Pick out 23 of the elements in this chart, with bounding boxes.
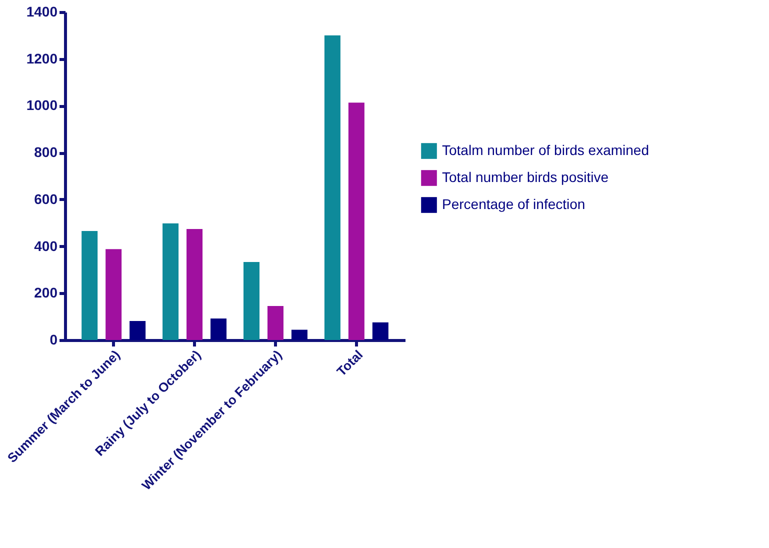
y-tick-label: 800 <box>34 144 58 160</box>
legend-label: Percentage of infection <box>442 196 586 212</box>
bar <box>186 228 203 340</box>
y-tick-label: 400 <box>34 238 58 254</box>
bar <box>324 35 340 340</box>
y-tick-label: 200 <box>34 284 58 301</box>
bar <box>291 330 308 340</box>
bar <box>243 262 260 340</box>
bar <box>210 318 227 340</box>
bar <box>106 249 122 340</box>
legend-label: Totalm number of birds examined <box>442 142 649 158</box>
y-tick-label: 0 <box>50 332 58 348</box>
bar <box>348 102 364 340</box>
legend-label: Total number birds positive <box>442 169 609 185</box>
bar <box>267 306 284 340</box>
bar <box>82 231 98 340</box>
y-tick-label: 600 <box>34 190 58 207</box>
bar <box>372 322 388 340</box>
y-tick-label: 1200 <box>26 50 58 66</box>
y-tick-label: 1000 <box>26 97 58 114</box>
y-tick-label: 1400 <box>26 4 58 20</box>
bar <box>162 223 179 340</box>
bar <box>130 321 146 340</box>
